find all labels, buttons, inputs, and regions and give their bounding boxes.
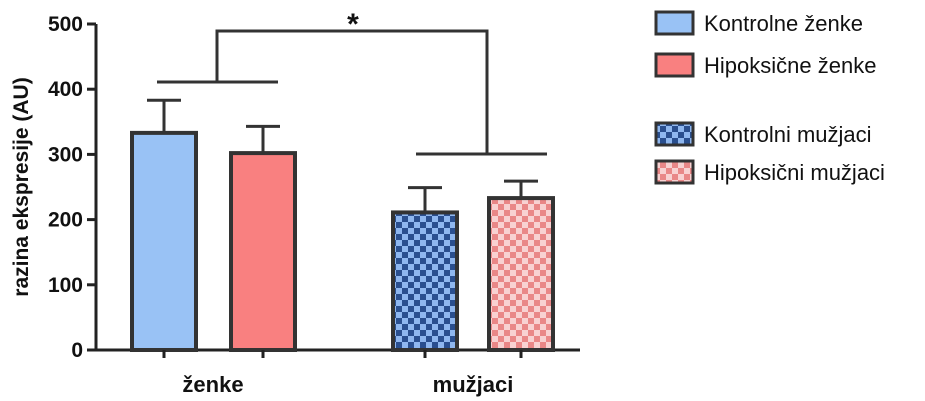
y-tick-label: 0 xyxy=(71,339,83,362)
x-tick-label: ženke xyxy=(182,372,243,397)
x-tick-labels: ženke mužjaci xyxy=(162,350,523,397)
legend-swatch xyxy=(654,121,695,147)
x-tick-label: mužjaci xyxy=(433,372,514,397)
y-tick-label: 200 xyxy=(48,209,83,232)
legend-swatch xyxy=(654,159,695,185)
legend: Kontrolne ženke Hipoksične ženke Kontrolni… xyxy=(654,10,885,185)
y-tick-label: 300 xyxy=(48,143,83,166)
bar xyxy=(487,196,555,352)
bars xyxy=(130,130,555,352)
y-tick-label: 100 xyxy=(48,274,83,297)
legend-swatch xyxy=(654,52,695,78)
significance-label: * xyxy=(347,8,359,41)
y-ticks: 0 100 200 300 400 500 xyxy=(48,13,96,362)
bar xyxy=(130,130,198,352)
y-tick-label: 500 xyxy=(48,13,83,36)
y-tick-label: 400 xyxy=(48,78,83,101)
legend-label: Hipoksične ženke xyxy=(704,53,876,78)
legend-label: Hipoksični mužjaci xyxy=(704,160,885,185)
bar xyxy=(391,210,459,352)
bracket-line xyxy=(215,29,489,154)
significance-bracket: * xyxy=(157,8,547,156)
y-axis-label: razina ekspresije (AU) xyxy=(10,77,33,296)
legend-label: Kontrolne ženke xyxy=(704,11,863,36)
error-bars xyxy=(147,98,538,213)
legend-swatch xyxy=(654,10,695,36)
legend-label: Kontrolni mužjaci xyxy=(704,122,872,147)
bar xyxy=(229,151,297,352)
